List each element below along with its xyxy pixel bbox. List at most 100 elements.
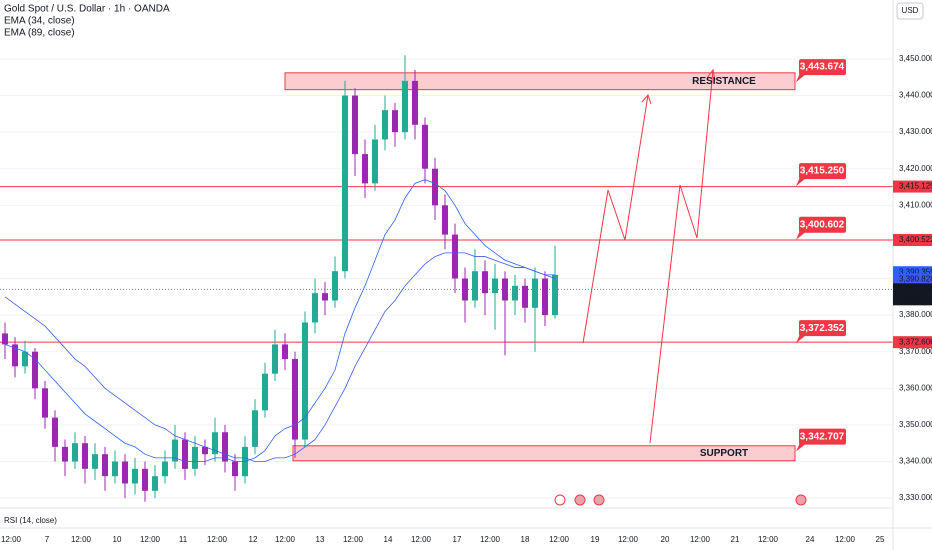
candle-body [172, 439, 178, 462]
callout [799, 428, 846, 445]
candle-body [112, 461, 118, 477]
candle-body [402, 80, 408, 133]
candle-body [22, 351, 28, 367]
candle-body [62, 446, 68, 462]
y-tick-label: 3,370.000 [899, 347, 932, 356]
callout-pointer [796, 334, 806, 344]
candle-body [382, 110, 388, 140]
candle-body [52, 417, 58, 447]
x-tick-label: 25 [876, 535, 885, 544]
ema-tag-label: 3,390.359 [899, 267, 932, 276]
candle-body [312, 293, 318, 323]
candle-body [452, 234, 458, 279]
candle-body [372, 139, 378, 184]
x-tick-label: 12:00 [549, 535, 570, 544]
x-tick-label: 10 [113, 535, 122, 544]
event-icon[interactable] [593, 494, 605, 506]
candle-body [512, 285, 518, 301]
candle-body [152, 476, 158, 491]
candle-body [192, 446, 198, 469]
price-tag [893, 234, 932, 247]
x-tick-label: 11 [179, 535, 188, 544]
candle-body [252, 410, 258, 447]
y-tick-label: 3,430.000 [899, 127, 932, 136]
candle-body [222, 432, 228, 462]
candle-body [142, 468, 148, 491]
callout-label: 3,415.250 [800, 166, 845, 177]
x-tick-label: 14 [384, 535, 393, 544]
callout-pointer [796, 230, 806, 240]
arrow-head [641, 94, 652, 105]
callout-label: 3,372.352 [800, 323, 845, 334]
candle-body [232, 461, 238, 477]
y-tick-label: 3,360.000 [899, 383, 932, 392]
callout-label: 3,400.602 [800, 219, 845, 230]
x-tick-label: 12:00 [140, 535, 161, 544]
event-icon[interactable] [795, 494, 807, 506]
y-tick-label: 3,350.000 [899, 420, 932, 429]
x-tick-label: 12:00 [618, 535, 639, 544]
candle-body [72, 443, 78, 462]
x-tick-label: 12 [249, 535, 258, 544]
last-price-label: 3,387.050 [899, 284, 932, 293]
x-tick-label: 12:00 [411, 535, 432, 544]
zone [292, 445, 796, 462]
x-tick-label: 12:00 [207, 535, 228, 544]
arrow-head [706, 68, 716, 81]
callout [799, 59, 846, 76]
candle-body [272, 344, 278, 374]
y-tick-label: 3,330.000 [899, 493, 932, 502]
candle-body [92, 454, 98, 469]
y-tick-label: 3,450.000 [899, 54, 932, 63]
zone-label: SUPPORT [700, 448, 748, 459]
y-tick-label: 3,410.000 [899, 200, 932, 209]
x-tick-label: 24 [806, 535, 815, 544]
zone-label: RESISTANCE [692, 76, 756, 87]
candle-body [262, 373, 268, 411]
ema-tag [893, 266, 932, 278]
y-tick-label: 3,440.000 [899, 91, 932, 100]
candle-body [482, 271, 488, 294]
x-tick-label: 19 [591, 535, 600, 544]
candle-body [362, 154, 368, 184]
projection-line [649, 69, 714, 444]
y-tick-label: 3,340.000 [899, 457, 932, 466]
x-tick-label: 12:00 [343, 535, 364, 544]
event-icons [554, 494, 807, 506]
candle-body [542, 278, 548, 316]
callout-label: 3,342.707 [800, 431, 845, 442]
callout-pointer [796, 442, 806, 452]
last-price-tag [893, 283, 932, 306]
callout-label: 3,443.674 [800, 62, 845, 73]
candle-body [2, 333, 8, 345]
x-tick-label: 12:00 [690, 535, 711, 544]
candle-body [122, 461, 128, 484]
candle-body [82, 443, 88, 469]
x-tick-label: 13 [316, 535, 325, 544]
rsi-label: RSI (14, close) [4, 516, 57, 525]
currency-button[interactable] [896, 2, 924, 20]
ema-tag [893, 273, 932, 285]
candle-body [342, 95, 348, 272]
candle-body [132, 468, 138, 484]
callout [799, 163, 846, 180]
event-icon[interactable] [554, 494, 566, 506]
candle-body [42, 388, 48, 418]
candle-body [352, 95, 358, 155]
candle-body [12, 344, 18, 367]
callout [799, 320, 846, 337]
indicator-label: EMA (89, close) [4, 28, 75, 39]
candle-body [392, 110, 398, 133]
plot-area [0, 55, 893, 502]
event-icon[interactable] [574, 494, 586, 506]
candle-body [322, 293, 328, 301]
candle-body [102, 454, 108, 477]
candle-body [422, 124, 428, 169]
candle-body [212, 432, 218, 455]
candle-body [502, 278, 508, 301]
candle-body [532, 278, 538, 308]
currency[interactable]: USD [902, 6, 919, 15]
x-tick-label: 12:00 [1, 535, 22, 544]
